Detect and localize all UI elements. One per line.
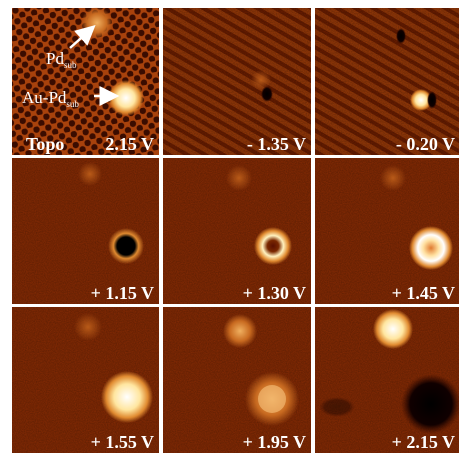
feature (254, 227, 292, 265)
voltage-label: + 1.55 V (91, 432, 154, 452)
feature (401, 374, 459, 434)
annotation-subscript: sub (66, 99, 79, 109)
panel: + 1.55 V (12, 307, 159, 453)
voltage-label: - 1.35 V (247, 134, 306, 154)
panel: Pdsub Au-Pdsub Topo 2.15 V (12, 7, 159, 155)
panel-label: Topo (26, 134, 64, 154)
feature (226, 165, 252, 191)
arrow (69, 24, 96, 49)
feature (78, 162, 102, 186)
voltage-label: + 1.95 V (243, 432, 306, 452)
feature (319, 397, 355, 417)
texture (315, 8, 459, 155)
feature (108, 228, 144, 264)
texture (163, 8, 311, 155)
feature (427, 91, 437, 109)
feature (258, 385, 286, 413)
annotation-subscript: sub (64, 60, 77, 70)
panel: - 0.20 V (315, 8, 459, 155)
feature (410, 89, 432, 111)
voltage-label: + 1.15 V (91, 283, 154, 303)
panel: + 1.15 V (12, 158, 159, 304)
voltage-label: + 1.30 V (243, 283, 306, 303)
panel: + 1.45 V (315, 158, 459, 304)
panel: + 1.95 V (163, 307, 311, 453)
voltage-label: + 2.15 V (392, 432, 455, 452)
voltage-label: 2.15 V (105, 134, 154, 154)
feature (251, 70, 271, 90)
panel: + 2.15 V (315, 307, 459, 453)
annotation: Pdsub (46, 49, 77, 70)
feature (409, 226, 453, 270)
panel: - 1.35 V (163, 8, 311, 155)
annotation-text: Pd (46, 49, 64, 68)
annotation-text: Au-Pd (22, 88, 67, 107)
feature (380, 165, 406, 191)
annotation: Au-Pdsub (22, 88, 79, 109)
voltage-label: - 0.20 V (396, 134, 455, 154)
feature (223, 314, 257, 348)
feature (396, 28, 406, 44)
feature (373, 309, 413, 349)
voltage-label: + 1.45 V (392, 283, 455, 303)
feature (108, 80, 144, 116)
feature (74, 313, 102, 341)
panel: + 1.30 V (163, 158, 311, 304)
feature (101, 371, 153, 423)
feature (261, 86, 273, 102)
